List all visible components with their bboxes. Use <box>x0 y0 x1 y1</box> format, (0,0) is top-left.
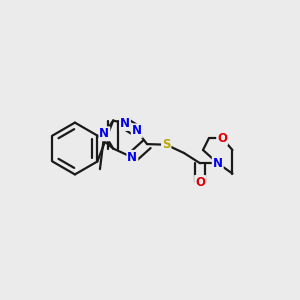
Text: O: O <box>217 132 227 145</box>
Text: N: N <box>127 151 137 164</box>
Text: S: S <box>162 138 170 151</box>
Text: N: N <box>213 157 223 170</box>
Text: N: N <box>132 124 142 137</box>
Text: N: N <box>120 117 130 130</box>
Text: N: N <box>99 127 110 140</box>
Text: O: O <box>195 176 205 189</box>
